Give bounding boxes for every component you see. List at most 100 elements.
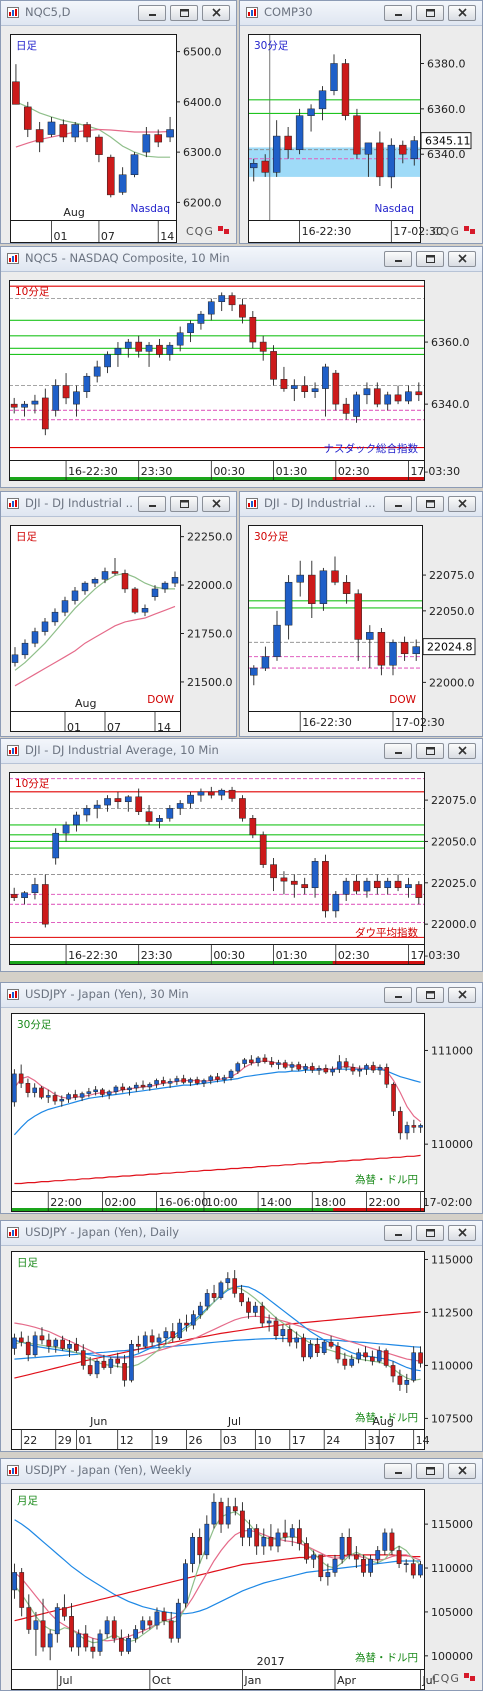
restore-button[interactable] — [170, 5, 198, 21]
candle — [135, 788, 143, 815]
close-button[interactable] — [448, 251, 476, 267]
candle — [364, 142, 373, 177]
restore-icon — [180, 9, 189, 17]
candle — [403, 1559, 409, 1573]
session-gauge — [12, 1208, 335, 1211]
candle — [21, 891, 28, 905]
candle — [104, 351, 111, 374]
y-tick-label: 22050.0 — [429, 605, 475, 618]
candle — [62, 1594, 67, 1621]
x-period-label: Jun — [89, 1415, 107, 1428]
plot-area — [11, 1013, 425, 1192]
restore-button[interactable] — [416, 496, 444, 512]
candle — [322, 854, 329, 918]
close-button[interactable] — [448, 1225, 476, 1241]
candle — [111, 557, 119, 576]
restore-button[interactable] — [416, 1463, 444, 1479]
candle — [225, 1272, 231, 1290]
window-titlebar[interactable]: DJI - DJ Industrial ... — [240, 492, 482, 517]
minimize-button[interactable] — [384, 496, 412, 512]
restore-button[interactable] — [416, 743, 444, 759]
window-titlebar[interactable]: USDJPY - Japan (Yen), Daily — [1, 1221, 482, 1246]
candle — [31, 394, 39, 414]
minimize-icon — [395, 14, 402, 16]
minimize-button[interactable] — [384, 1225, 412, 1241]
candle — [197, 1301, 203, 1319]
chart-window-usdjpy-daily[interactable]: USDJPY - Japan (Yen), Daily 日足 為替・ドル円 11500… — [0, 1220, 483, 1452]
close-button[interactable] — [448, 5, 476, 21]
chart-app-icon — [7, 1227, 19, 1238]
moving-average-line — [14, 605, 176, 687]
candle — [316, 1065, 322, 1075]
close-button[interactable] — [202, 496, 230, 512]
chart-dji-30m[interactable]: 30分足 DOW 22075.0 22050.0 22000.0 22024.8 16-22… — [240, 492, 482, 736]
period-label: 30分足 — [17, 1019, 52, 1031]
window-titlebar[interactable]: USDJPY - Japan (Yen), Weekly — [1, 1459, 482, 1484]
chart-window-usdjpy-weekly[interactable]: USDJPY - Japan (Yen), Weekly 月足 為替・ドル円 1150… — [0, 1458, 483, 1691]
chart-window-dji-10m[interactable]: DJI - DJ Industrial Average, 10 Min 10分足ダ… — [0, 738, 483, 972]
window-titlebar[interactable]: DJI - DJ Industrial ... — [1, 492, 236, 517]
x-tick-label: 02:00 — [104, 1196, 136, 1209]
chart-window-nq-10m[interactable]: NQC5 - NASDAQ Composite, 10 Min 10分足 ナスダック… — [0, 246, 483, 488]
x-tick-label: 23:30 — [141, 949, 173, 962]
y-tick-label: 111000 — [431, 1044, 473, 1057]
chart-window-usdjpy-30m[interactable]: USDJPY - Japan (Yen), 30 Min 30分足 為替・ドル円 11… — [0, 982, 483, 1214]
candle — [321, 1340, 327, 1355]
close-button[interactable] — [448, 1463, 476, 1479]
window-titlebar[interactable]: NQC5,D — [1, 1, 236, 26]
x-tick-label: Oct — [152, 1674, 172, 1687]
candle — [142, 127, 151, 158]
close-button[interactable] — [448, 743, 476, 759]
candle — [166, 116, 174, 143]
close-button[interactable] — [448, 987, 476, 1003]
minimize-button[interactable] — [384, 987, 412, 1003]
minimize-button[interactable] — [138, 5, 166, 21]
x-tick-label: 18:00 — [314, 1196, 346, 1209]
window-titlebar[interactable]: USDJPY - Japan (Yen), 30 Min — [1, 983, 482, 1008]
chart-dji-daily[interactable]: 日足 DOW 22250.0 22000.0 21750.0 21500.0 01 07 14 A… — [1, 492, 236, 736]
x-tick-label: Jan — [243, 1674, 261, 1687]
close-icon — [212, 499, 221, 508]
instrument-watermark: ダウ平均指数 — [355, 926, 418, 939]
instrument-watermark: DOW — [147, 694, 174, 706]
minimize-button[interactable] — [138, 496, 166, 512]
chart-window-nq-daily[interactable]: NQC5,D 日足 Nasdaq 6500.0 6400.0 6300.0 6200.0 01… — [0, 0, 237, 244]
candle — [261, 646, 270, 671]
restore-button[interactable] — [416, 1225, 444, 1241]
restore-icon — [426, 991, 435, 999]
restore-button[interactable] — [416, 5, 444, 21]
chart-app-icon — [7, 1465, 19, 1476]
window-titlebar[interactable]: NQC5 - NASDAQ Composite, 10 Min — [1, 247, 482, 272]
candle — [332, 1554, 338, 1577]
candle — [404, 1121, 410, 1140]
chart-window-dji-30m[interactable]: DJI - DJ Industrial ... 30分足 DOW 22075.0 220… — [239, 491, 483, 737]
minimize-button[interactable] — [384, 5, 412, 21]
close-button[interactable] — [202, 5, 230, 21]
restore-button[interactable] — [416, 987, 444, 1003]
chart-nq-daily[interactable]: 日足 Nasdaq 6500.0 6400.0 6300.0 6200.0 01 07 14 Au… — [1, 1, 236, 243]
candle — [211, 1284, 217, 1302]
candle — [10, 887, 18, 901]
restore-button[interactable] — [170, 496, 198, 512]
chart-window-dji-daily[interactable]: DJI - DJ Industrial ... 日足 DOW 22250.0 22000… — [0, 491, 237, 737]
restore-button[interactable] — [416, 251, 444, 267]
instrument-watermark: DOW — [389, 694, 416, 706]
candle — [261, 1528, 267, 1555]
x-tick-label: 16-06:00 — [159, 1196, 209, 1209]
candle — [390, 1361, 396, 1383]
chart-window-comp-30m[interactable]: COMP30 30分足 Nasdaq 6380.0 6360.0 6340.0 6345.1… — [239, 0, 483, 244]
window-titlebar[interactable]: COMP30 — [240, 1, 482, 26]
candle — [60, 1335, 65, 1351]
close-button[interactable] — [448, 496, 476, 512]
minimize-button[interactable] — [384, 251, 412, 267]
minimize-button[interactable] — [384, 743, 412, 759]
minimize-button[interactable] — [384, 1463, 412, 1479]
window-titlebar[interactable]: DJI - DJ Industrial Average, 10 Min — [1, 739, 482, 764]
candle — [370, 1061, 376, 1073]
